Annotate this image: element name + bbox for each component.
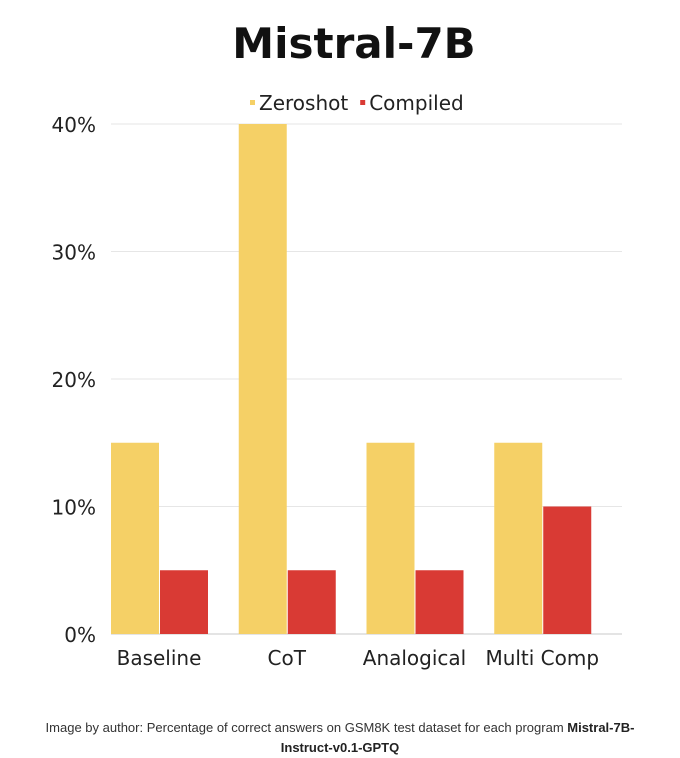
bar-chart: Mistral-7B Zeroshot Compiled 0% 10% 20% 30% 4… — [52, 19, 622, 670]
chart-title: Mistral-7B — [232, 19, 475, 68]
bar-zeroshot-multi-comp — [494, 442, 543, 634]
caption: Image by author: Percentage of correct a… — [0, 718, 680, 758]
y-tick-label: 40% — [52, 113, 96, 137]
y-axis: 0% 10% 20% 30% 40% — [52, 113, 96, 647]
caption-bold-2: Instruct-v0.1-GPTQ — [280, 740, 400, 755]
legend: Zeroshot Compiled — [250, 91, 464, 115]
x-tick-label: Baseline — [117, 646, 202, 670]
legend-swatch — [250, 100, 255, 105]
y-tick-label: 30% — [52, 241, 96, 265]
bar-zeroshot-baseline — [111, 442, 159, 634]
caption-bold-1: Mistral-7B- — [567, 720, 635, 735]
legend-label: Compiled — [369, 91, 464, 115]
legend-swatch — [360, 100, 366, 105]
x-tick-label: Multi Comp — [485, 646, 599, 670]
y-tick-label: 0% — [64, 623, 96, 647]
bars — [111, 124, 592, 634]
bar-zeroshot-cot — [238, 124, 287, 634]
legend-label: Zeroshot — [259, 91, 348, 115]
caption-text: Image by author: Percentage of correct a… — [45, 720, 568, 735]
bar-compiled-baseline — [160, 570, 208, 634]
x-tick-label: CoT — [268, 646, 307, 670]
bar-zeroshot-analogical — [366, 442, 415, 634]
x-tick-label: Analogical — [363, 646, 466, 670]
x-axis: Baseline CoT Analogical Multi Comp — [117, 646, 599, 670]
bar-compiled-multi-comp — [543, 506, 592, 634]
y-tick-label: 20% — [52, 368, 96, 392]
bar-compiled-analogical — [415, 570, 464, 634]
bar-compiled-cot — [287, 570, 336, 634]
y-tick-label: 10% — [52, 496, 96, 520]
